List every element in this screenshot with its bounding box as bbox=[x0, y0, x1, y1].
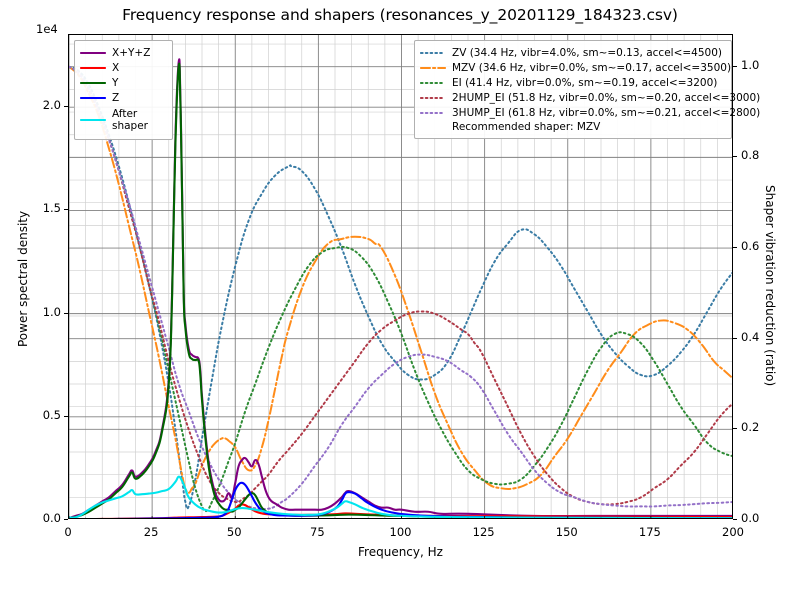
shaper-legend-label: 2HUMP_EI (51.8 Hz, vibr=0.0%, sm~=0.20, … bbox=[452, 91, 761, 104]
x-tick-label: 25 bbox=[143, 525, 159, 539]
axis-tick-mark bbox=[733, 65, 737, 67]
y-tick-label-right: 0.4 bbox=[741, 329, 760, 344]
legend-swatch bbox=[80, 114, 106, 126]
shaper-legend-label: ZV (34.4 Hz, vibr=4.0%, sm~=0.13, accel<… bbox=[452, 46, 722, 59]
legend-swatch bbox=[420, 92, 446, 104]
legend-swatch bbox=[80, 47, 106, 59]
psd-legend-label: X+Y+Z bbox=[112, 46, 151, 59]
legend-line-sample bbox=[80, 51, 106, 54]
chart-title: Frequency response and shapers (resonanc… bbox=[122, 6, 678, 24]
axis-tick-mark bbox=[64, 519, 68, 520]
x-tick-label: 200 bbox=[722, 525, 744, 539]
legend-swatch bbox=[420, 107, 446, 119]
psd-curve-after-shaper bbox=[69, 475, 732, 518]
axis-tick-mark bbox=[733, 156, 737, 158]
shaper-legend-item[interactable]: MZV (34.6 Hz, vibr=0.0%, sm~=0.17, accel… bbox=[420, 60, 731, 75]
axis-tick-mark bbox=[733, 247, 737, 249]
legend-line-sample bbox=[80, 81, 106, 84]
psd-legend-label-line2: shaper bbox=[112, 120, 149, 132]
psd-legend: X+Y+Z X Y Z After shaper bbox=[74, 40, 173, 140]
axis-tick-mark bbox=[64, 312, 68, 314]
axis-tick-mark bbox=[64, 415, 68, 417]
tick-marks bbox=[69, 516, 718, 518]
psd-legend-item[interactable]: X+Y+Z bbox=[80, 45, 166, 60]
shaper-legend-label: EI (41.4 Hz, vibr=0.0%, sm~=0.19, accel<… bbox=[452, 76, 718, 89]
axis-tick-mark bbox=[733, 428, 737, 430]
x-tick-label: 100 bbox=[389, 525, 412, 539]
psd-curves bbox=[69, 58, 732, 518]
shaper-curve-3hump_ei bbox=[69, 65, 732, 511]
y-tick-label-left: 1.0 bbox=[42, 304, 61, 319]
shaper-legend-item[interactable]: EI (41.4 Hz, vibr=0.0%, sm~=0.19, accel<… bbox=[420, 75, 725, 90]
axis-tick-mark bbox=[64, 209, 68, 211]
psd-legend-item[interactable]: Y bbox=[80, 75, 166, 90]
legend-swatch bbox=[420, 62, 446, 74]
x-tick-label: 175 bbox=[638, 525, 661, 539]
psd-legend-label-line1: After bbox=[112, 108, 138, 120]
y-tick-label-right: 0.8 bbox=[741, 148, 760, 163]
plot-svg bbox=[69, 35, 732, 518]
y-tick-label-right: 0.0 bbox=[741, 511, 760, 525]
recommended-shaper-note: Recommended shaper: MZV bbox=[452, 121, 601, 133]
psd-legend-label: X bbox=[112, 61, 120, 74]
shaper-legend-label: MZV (34.6 Hz, vibr=0.0%, sm~=0.17, accel… bbox=[452, 61, 732, 74]
legend-line-sample bbox=[420, 66, 446, 69]
shaper-curve-zv bbox=[69, 65, 732, 510]
legend-line-sample bbox=[420, 51, 446, 54]
y-tick-label-left: 0.5 bbox=[42, 407, 61, 422]
legend-swatch bbox=[80, 92, 106, 104]
shaper-legend-item[interactable]: 3HUMP_EI (61.8 Hz, vibr=0.0%, sm~=0.21, … bbox=[420, 105, 760, 120]
shaper-legend-label: 3HUMP_EI (61.8 Hz, vibr=0.0%, sm~=0.21, … bbox=[452, 106, 761, 119]
psd-legend-item[interactable]: After shaper bbox=[80, 105, 166, 135]
legend-swatch bbox=[80, 77, 106, 89]
x-tick-label: 75 bbox=[310, 525, 325, 539]
y-axis-right-label: Shaper vibration reduction (ratio) bbox=[763, 184, 777, 386]
x-axis-label: Frequency, Hz bbox=[358, 545, 443, 559]
x-tick-label: 125 bbox=[472, 525, 495, 539]
legend-line-sample bbox=[80, 66, 106, 69]
y-tick-label-right: 0.6 bbox=[741, 239, 760, 254]
legend-swatch bbox=[420, 77, 446, 89]
axis-tick-mark bbox=[64, 106, 68, 108]
legend-line-sample bbox=[80, 118, 106, 122]
y-tick-label-left: 0.0 bbox=[42, 511, 61, 525]
axis-tick-mark bbox=[733, 519, 737, 520]
psd-legend-item[interactable]: Z bbox=[80, 90, 166, 105]
y-tick-label-left: 2.0 bbox=[42, 98, 61, 113]
x-tick-label: 150 bbox=[555, 525, 578, 539]
legend-swatch bbox=[420, 47, 446, 59]
psd-legend-label: After shaper bbox=[112, 108, 148, 132]
shaper-legend-item[interactable]: 2HUMP_EI (51.8 Hz, vibr=0.0%, sm~=0.20, … bbox=[420, 90, 760, 105]
y-tick-label-right: 0.2 bbox=[741, 420, 760, 435]
psd-curve-y bbox=[69, 62, 732, 518]
shaper-curve-ei bbox=[69, 65, 732, 513]
psd-legend-label: Z bbox=[112, 91, 120, 104]
shaper-legend-item[interactable]: ZV (34.4 Hz, vibr=4.0%, sm~=0.13, accel<… bbox=[420, 45, 725, 60]
psd-legend-label: Y bbox=[112, 76, 119, 89]
y-tick-label-right: 1.0 bbox=[741, 57, 760, 72]
legend-line-sample bbox=[420, 96, 446, 99]
y-axis-left-label: Power spectral density bbox=[16, 210, 30, 347]
shaper-curve-mzv bbox=[69, 65, 732, 494]
shaper-legend: ZV (34.4 Hz, vibr=4.0%, sm~=0.13, accel<… bbox=[414, 40, 760, 139]
legend-line-sample bbox=[80, 96, 106, 99]
psd-legend-item[interactable]: X bbox=[80, 60, 166, 75]
y-axis-offset-text: 1e4 bbox=[36, 22, 58, 36]
x-tick-label: 50 bbox=[226, 525, 242, 539]
axis-tick-mark bbox=[733, 337, 737, 339]
legend-line-sample bbox=[420, 111, 446, 114]
y-tick-label-left: 1.5 bbox=[42, 201, 61, 216]
legend-line-sample bbox=[420, 81, 446, 84]
legend-swatch bbox=[80, 62, 106, 74]
x-tick-label: 0 bbox=[64, 525, 72, 539]
